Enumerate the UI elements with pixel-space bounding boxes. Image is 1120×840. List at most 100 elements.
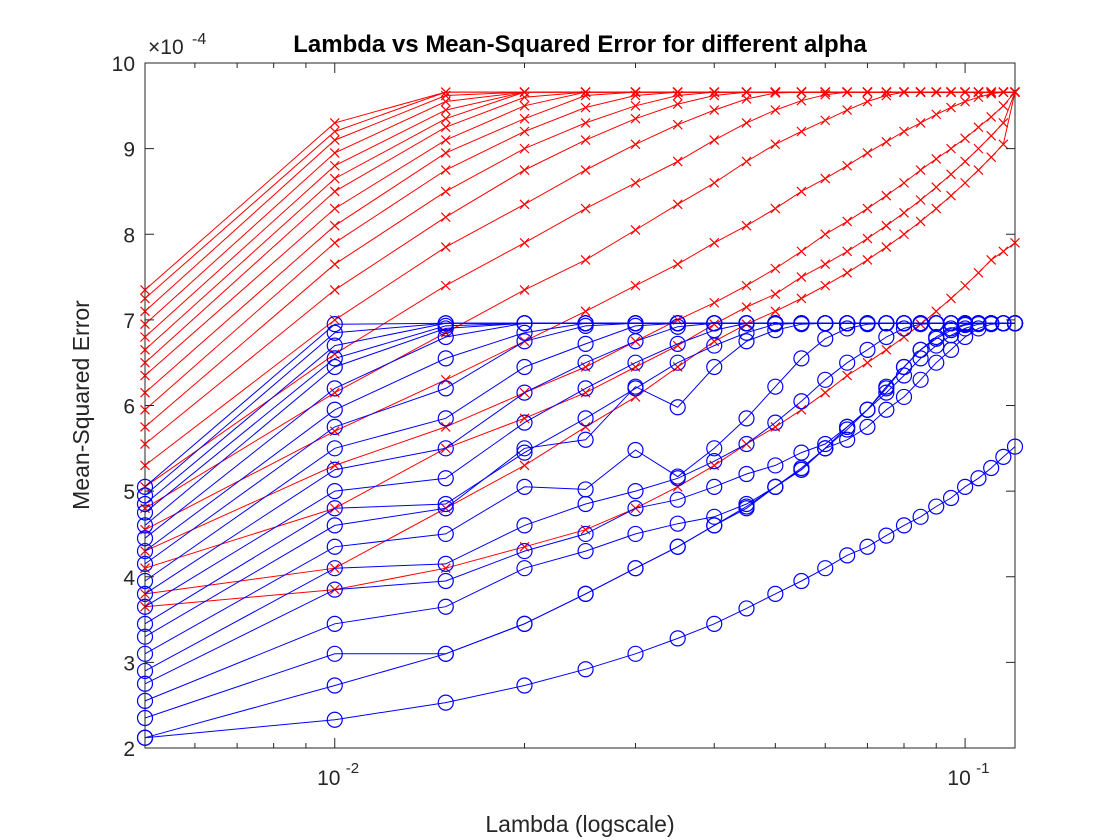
circle-marker [669,399,686,416]
circle-marker [928,354,945,371]
x-marker [440,135,451,145]
circle-marker [839,320,856,337]
circle-marker [577,335,594,352]
circle-marker [627,483,644,500]
circle-marker [895,315,913,332]
x-marker [630,280,641,291]
circle-marker [437,525,454,543]
x-marker [862,233,873,244]
circle-marker [516,444,533,461]
x-marker [630,113,641,124]
x-marker [842,246,853,257]
x-marker [329,118,340,128]
circle-marker [326,418,343,436]
circle-marker [895,388,913,406]
x-marker [709,135,720,145]
circle-marker [706,337,723,354]
circle-marker [516,560,533,577]
circle-marker [437,320,454,337]
circle-marker [326,461,343,478]
circle-marker [738,410,755,427]
x-marker [862,203,873,214]
circle-marker [706,615,723,632]
x-marker [796,87,807,98]
x-marker [140,460,150,471]
x-marker [862,255,873,265]
x-marker [440,147,451,158]
circle-marker [136,628,154,645]
x-marker [998,100,1009,111]
x-marker [770,263,781,274]
x-marker [770,306,781,317]
circle-marker [767,414,784,431]
series-red-16 [140,87,1020,556]
x-marker [946,87,956,98]
y-tick-label: 5 [123,481,135,504]
x-marker [140,601,150,612]
series-line [144,322,1015,739]
circle-marker [669,318,686,335]
x-marker [140,344,150,355]
circle-marker [817,330,834,347]
x-marker [862,96,873,107]
circle-marker [437,328,454,346]
x-marker [329,126,340,137]
circle-marker [516,315,533,332]
circle-marker [437,500,454,517]
circle-marker [669,315,686,332]
circle-marker [928,330,945,347]
x-marker [960,280,971,291]
circle-marker [928,337,945,354]
circle-marker [669,491,686,508]
x-marker [440,165,451,175]
circle-marker [516,615,533,632]
circle-marker [326,711,343,728]
series-line [144,322,1015,702]
circle-marker [839,431,856,448]
circle-marker [326,358,343,376]
circle-marker [136,504,154,521]
circle-marker [942,489,960,507]
x-axis-label: Lambda (logscale) [485,811,674,837]
circle-marker [326,615,343,632]
circle-marker [912,316,929,333]
tick-layer: 2 3 4 5 6 7 8 9 10 10 -2 10 -1 [112,53,1015,790]
circle-marker [995,315,1012,332]
circle-marker [767,316,784,333]
x-marker [440,280,451,291]
x-marker [998,118,1009,128]
x-marker [796,186,807,197]
x-marker [440,105,451,116]
circle-marker [983,315,1000,332]
x-marker [931,87,942,98]
x-marker [899,126,909,137]
circle-marker [516,478,533,495]
x-marker [672,90,683,101]
circle-marker [516,384,533,401]
circle-marker [437,470,454,487]
x-marker [630,225,641,235]
x-marker [140,357,150,368]
circle-marker [956,478,974,495]
x-marker [796,404,807,415]
x-marker [329,284,340,295]
circle-marker [577,354,594,371]
circle-marker [136,495,154,513]
circle-marker [627,441,644,459]
x-marker [915,165,926,175]
series-blue-39 [136,438,1024,746]
x-marker [329,237,340,248]
x-marker [329,203,340,214]
x-marker [770,139,781,150]
x-tick-exponent: -2 [346,760,359,777]
circle-marker [326,517,343,534]
circle-marker [970,470,987,487]
x-marker [580,118,591,128]
x-marker [820,115,831,126]
circle-marker [738,324,755,341]
x-marker [946,293,956,304]
circle-marker [706,517,723,534]
x-marker [770,203,781,214]
circle-marker [627,560,644,577]
circle-marker [516,517,533,534]
